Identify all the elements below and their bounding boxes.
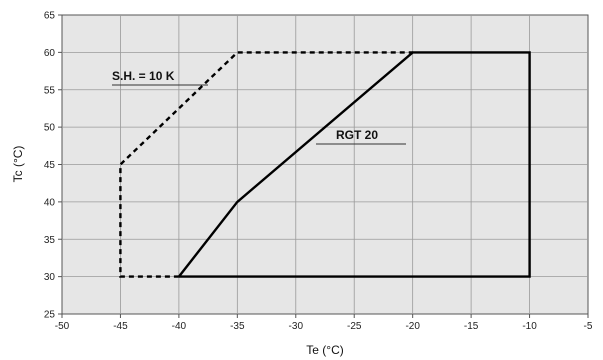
x-tick-label: -25: [347, 321, 362, 332]
x-tick-label: -20: [405, 321, 420, 332]
y-axis-label: Tc (°C): [11, 146, 25, 183]
x-tick-label: -45: [113, 321, 128, 332]
x-tick-label: -10: [522, 321, 537, 332]
y-tick-label: 65: [44, 11, 56, 22]
x-tick-label: -40: [172, 321, 187, 332]
y-tick-label: 60: [44, 48, 56, 59]
x-tick-label: -30: [289, 321, 304, 332]
y-tick-label: 45: [44, 160, 56, 171]
y-tick-label: 55: [44, 85, 56, 96]
y-tick-label: 25: [44, 310, 56, 321]
x-tick-label: -35: [230, 321, 245, 332]
x-tick-label: -50: [55, 321, 70, 332]
y-tick-label: 30: [44, 272, 56, 283]
series-line-superheat: [119, 51, 413, 278]
y-tick-label: 50: [44, 123, 56, 134]
x-tick-label: -15: [464, 321, 479, 332]
annotations: S.H. = 10 K RGT 20: [112, 69, 406, 145]
annotation-superheat: S.H. = 10 K: [112, 69, 175, 83]
series-line-rgt20: [177, 51, 531, 278]
axis-ticks: -50 -45 -40 -35 -30 -25 -20 -15 -10 -5 25 30 35 40 45 5…: [44, 11, 593, 333]
series-lines: [119, 51, 531, 278]
annotation-rgt20: RGT 20: [336, 128, 378, 142]
y-tick-label: 40: [44, 197, 56, 208]
y-tick-label: 35: [44, 235, 56, 246]
x-axis-label: Te (°C): [306, 343, 343, 357]
x-tick-label: -5: [584, 321, 593, 332]
